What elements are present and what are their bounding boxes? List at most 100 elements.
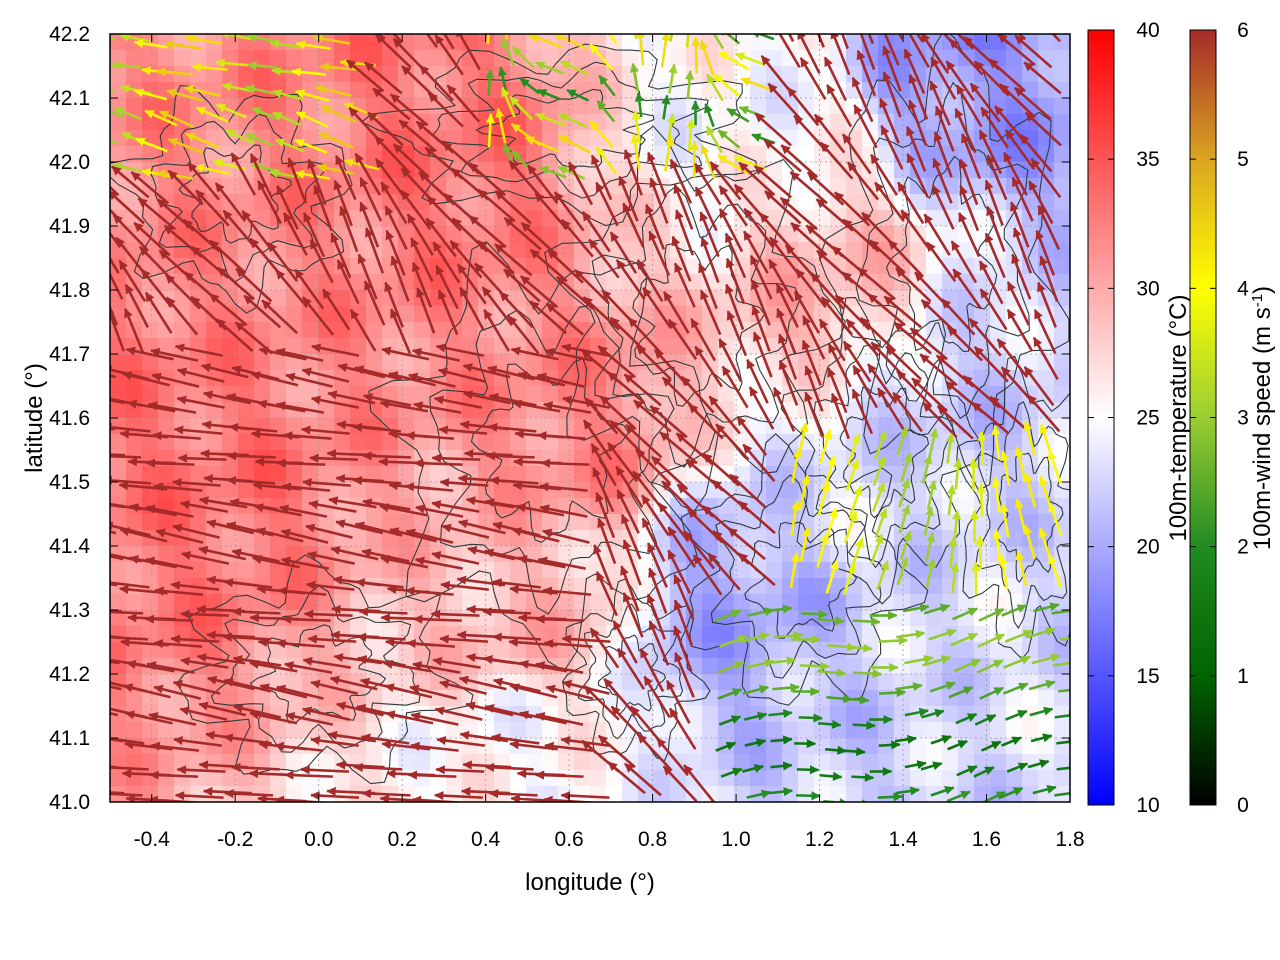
wind-arrow (876, 560, 889, 591)
temperature-cell (830, 258, 847, 275)
temperature-cell (814, 738, 831, 755)
wind-arrow (598, 74, 616, 97)
wind-arrow (176, 395, 225, 409)
wind-arrow (435, 264, 459, 310)
wind-arrow (462, 390, 512, 405)
wind-arrow (176, 367, 225, 383)
wind-arrow (968, 457, 979, 491)
wind-arrow (712, 73, 740, 97)
temperature-cell (766, 162, 783, 179)
temperature-cell (670, 418, 687, 435)
wind-arrow (539, 504, 588, 518)
temperature-cell (462, 130, 479, 147)
temperature-cell (670, 770, 687, 787)
wind-arrow (553, 191, 585, 232)
temperature-cell (174, 50, 191, 67)
temperature-cell (718, 562, 735, 579)
wind-arrow (187, 161, 221, 201)
temperature-cell (254, 514, 271, 531)
wind-arrow (251, 106, 280, 121)
wind-arrow (673, 183, 694, 230)
wind-arrow (110, 454, 142, 459)
temperature-cell (478, 354, 495, 371)
temperature-cell (350, 530, 367, 547)
temperature-cell (1054, 162, 1070, 179)
wind-arrow (616, 489, 640, 534)
wind-arrow (249, 659, 298, 673)
temperature-cell (334, 386, 351, 403)
wind-arrow (950, 240, 978, 284)
wind-arrow (759, 212, 793, 251)
wind-arrow (900, 452, 913, 482)
temperature-cell (398, 754, 415, 771)
wind-arrow (542, 401, 592, 414)
wind-arrow (779, 196, 818, 231)
wind-arrow (979, 686, 1004, 700)
temperature-cell (718, 370, 735, 387)
wind-arrow (174, 791, 224, 801)
wind-arrow (294, 89, 330, 102)
wind-arrow (459, 286, 485, 331)
temperature-cell (350, 642, 367, 659)
temperature-cell (238, 690, 255, 707)
wind-arrow (406, 639, 456, 649)
wind-arrow (1010, 201, 1030, 248)
wind-arrow (498, 66, 508, 92)
wind-arrow (976, 659, 1004, 674)
temperature-cell (766, 514, 783, 531)
temperature-cell (766, 98, 783, 115)
temperature-cell (494, 482, 511, 499)
temperature-cell (286, 770, 303, 787)
wind-arrow (274, 741, 324, 752)
temperature-cell (510, 386, 527, 403)
temperature-cell (222, 354, 239, 371)
temperature-cell (670, 50, 687, 67)
wind-arrow (416, 287, 436, 334)
temperature-cell (478, 50, 495, 67)
wind-arrow (718, 185, 748, 227)
wind-arrow (275, 269, 308, 309)
wind-arrow (892, 391, 923, 433)
wind-arrow (538, 166, 567, 179)
temperature-cell (878, 418, 895, 435)
temperature-cell (590, 322, 607, 339)
wind-arrow (773, 631, 804, 641)
wind-arrow (226, 476, 276, 486)
wind-arrow (536, 431, 586, 441)
temperature-cell (718, 722, 735, 739)
wind-arrow (253, 503, 302, 517)
temperature-cell (862, 562, 879, 579)
temperature-cell (798, 66, 815, 83)
temperature-cell (574, 466, 591, 483)
wind-arrow (492, 578, 541, 589)
temperature-cell (238, 578, 255, 595)
temperature-cell (766, 562, 783, 579)
temperature-cell (574, 722, 591, 739)
temperature-cell (222, 594, 239, 611)
temperature-cell (1038, 514, 1055, 531)
wind-arrow (842, 562, 857, 596)
wind-arrow (923, 506, 934, 536)
wind-arrow (589, 119, 614, 149)
wind-arrow (110, 256, 120, 274)
temperature-cell (750, 594, 767, 611)
wind-arrow (501, 86, 516, 118)
temperature-cell (750, 530, 767, 547)
wind-arrow (214, 182, 247, 222)
wind-arrow (410, 711, 459, 726)
temperature-cell (734, 594, 751, 611)
temperature-cell (782, 322, 799, 339)
wind-arrow (767, 82, 802, 121)
wind-arrow (534, 61, 564, 75)
temperature-cell (830, 658, 847, 675)
temperature-cell (126, 754, 143, 771)
wind-arrow (1029, 706, 1054, 717)
temperature-cell (302, 98, 319, 115)
temperature-cell (1022, 354, 1039, 371)
wind-arrow (955, 712, 978, 725)
wind-arrow (617, 647, 646, 690)
wind-arrow (310, 679, 359, 695)
temperature-cell (766, 498, 783, 515)
temperature-cell (750, 770, 767, 787)
wind-label-end: ) (1249, 286, 1276, 294)
